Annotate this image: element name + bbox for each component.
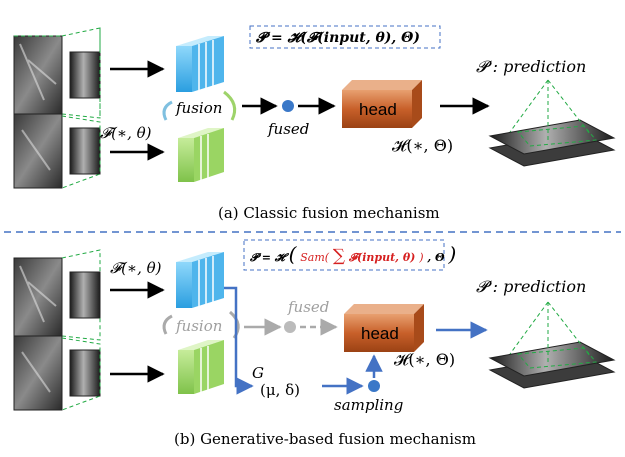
formula-box-bottom [243,239,445,271]
prediction-output-bottom [488,301,616,389]
formula-inner: 𝓕(input, θ) [348,251,415,264]
caption-bottom: (b) Generative-based fusion mechanism [174,430,476,448]
blue-feature-block-bottom [176,252,224,308]
formula-bottom: 𝓟 = 𝓗 ( Sam( ∑ 𝓕(input, θ) ) , Θ ) [249,242,456,266]
encoder-label-top: 𝓕(∗, θ) [100,124,152,142]
formula-box-top [249,25,441,49]
formula-open-paren: ( [289,242,298,266]
arrow-encoder-to-distribution [224,286,254,395]
head-block-bottom [344,304,424,352]
fusion-arrow-left-bottom [162,314,173,335]
formula-prefix: 𝓟 = 𝓗 [249,251,290,264]
formula-close-paren: ) [447,242,456,266]
input-image-rgb-top [13,27,101,119]
input-image-rgb-bottom [13,249,101,341]
input-image-depth-top [13,113,101,189]
formula-top: 𝓟 = 𝓗(𝓕(input, θ), Θ) [255,30,420,46]
fusion-arrow-right-top [223,90,237,121]
fusion-label-top: fusion [175,99,222,117]
sampling-label: sampling [334,396,403,414]
formula-sam-pre: Sam( [300,251,330,264]
prediction-label-bottom: 𝓟 : prediction [476,277,586,296]
formula-sum: ∑ [333,246,345,266]
encoder-label-bottom: 𝓕(∗, θ) [110,259,162,277]
green-feature-block-top [178,128,224,182]
fusion-arrow-left-top [162,100,173,121]
prediction-output-top [488,79,616,167]
fused-dot-top [282,100,294,112]
formula-sam-post: ) [418,251,423,264]
input-image-depth-bottom [13,335,101,411]
fusion-label-bottom: fusion [175,317,222,335]
blue-feature-block-top [176,36,224,92]
caption-top: (a) Classic fusion mechanism [218,204,440,222]
sampling-dot [368,380,380,392]
head-label-bottom: head [361,324,399,343]
fused-label-top: fused [267,120,309,138]
formula-suffix: , Θ [426,251,445,264]
green-feature-block-bottom [178,340,224,394]
g-label: G [252,364,264,382]
prediction-label-top: 𝓟 : prediction [476,57,586,76]
mu-delta-label: (μ, δ) [260,381,300,399]
head-block-top [342,80,422,128]
head-function-label-bottom: 𝓗(∗, Θ) [394,350,455,369]
head-label-top: head [359,100,397,119]
fused-dot-bottom [284,321,296,333]
head-function-label-top: 𝓗(∗, Θ) [392,136,453,155]
fused-label-bottom: fused [287,298,329,316]
